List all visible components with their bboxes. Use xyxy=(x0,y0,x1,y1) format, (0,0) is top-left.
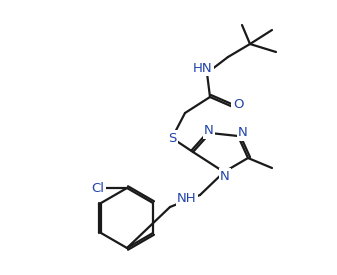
Text: HN: HN xyxy=(193,62,213,75)
Text: N: N xyxy=(238,126,248,139)
Text: N: N xyxy=(204,125,214,138)
Text: O: O xyxy=(233,98,243,111)
Text: S: S xyxy=(168,131,176,144)
Text: N: N xyxy=(220,169,230,183)
Text: NH: NH xyxy=(177,192,197,205)
Text: Cl: Cl xyxy=(92,182,104,194)
